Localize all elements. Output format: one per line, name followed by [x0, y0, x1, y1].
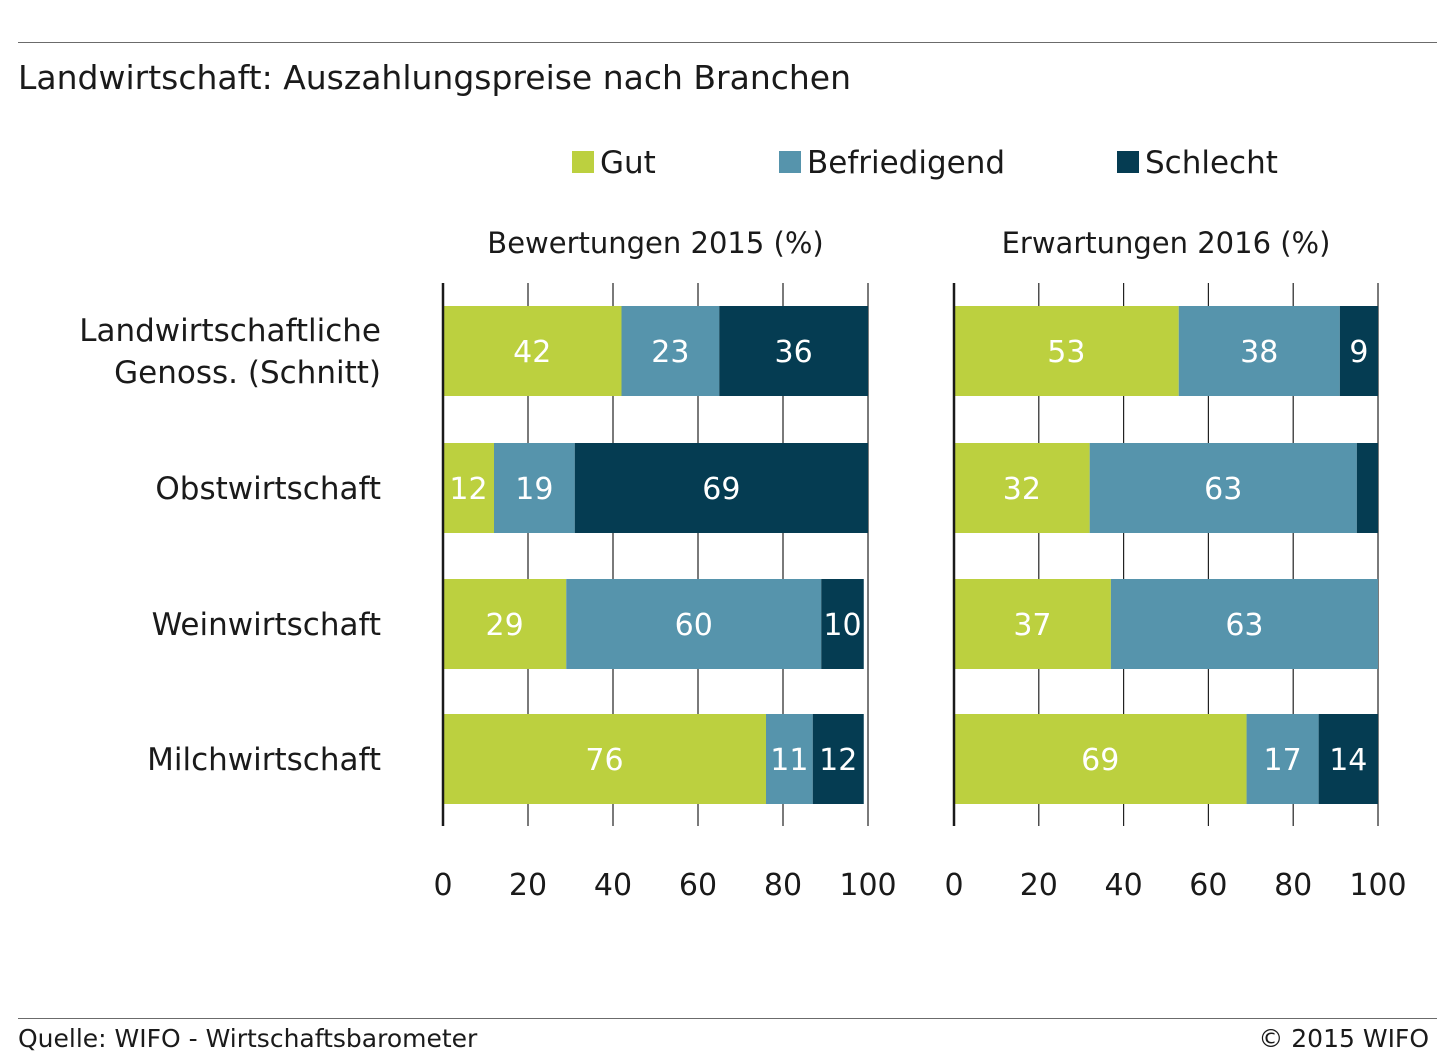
data-label: 14: [1329, 743, 1367, 778]
bar-segment-gut: [954, 714, 1247, 804]
data-label: 9: [1349, 335, 1368, 370]
bar-segment-befriedigend: [494, 443, 575, 533]
x-tick-label: 20: [1020, 868, 1058, 903]
bar-segment-gut: [443, 579, 567, 669]
legend-swatch-befriedigend: [779, 151, 801, 173]
data-label: 69: [1081, 743, 1119, 778]
x-tick-label: 0: [944, 868, 963, 903]
bar-segment-gut: [443, 306, 622, 396]
data-label: 12: [819, 743, 857, 778]
data-label: 19: [515, 472, 553, 507]
data-label: 36: [775, 335, 813, 370]
bar-segment-schlecht: [821, 579, 864, 669]
bar-segment-gut: [954, 306, 1179, 396]
category-label: Landwirtschaftliche: [79, 313, 381, 349]
panel-title: Bewertungen 2015 (%): [487, 226, 823, 260]
data-label: 12: [449, 472, 487, 507]
x-tick-label: 100: [839, 868, 896, 903]
x-tick-label: 20: [509, 868, 547, 903]
stacked-bar-chart: Gut Befriedigend Schlecht Landwirtschaftlic…: [79, 145, 1406, 903]
data-label: 29: [486, 608, 524, 643]
data-label: 23: [651, 335, 689, 370]
data-label: 63: [1225, 608, 1263, 643]
bar-segment-befriedigend: [621, 306, 720, 396]
bar-segment-schlecht: [719, 306, 868, 396]
panel-title: Erwartungen 2016 (%): [1002, 226, 1331, 260]
x-tick-label: 80: [764, 868, 802, 903]
x-tick-label: 40: [1105, 868, 1143, 903]
data-label: 37: [1013, 608, 1051, 643]
top-rule: [18, 42, 1437, 43]
bar-segment-schlecht: [1339, 306, 1378, 396]
bar-segment-gut: [443, 443, 494, 533]
x-tick-label: 60: [679, 868, 717, 903]
source-note: Quelle: WIFO - Wirtschaftsbarometer: [18, 1024, 478, 1053]
data-label: 42: [513, 335, 551, 370]
bottom-rule: [18, 1018, 1437, 1019]
bar-segment-schlecht: [574, 443, 868, 533]
category-label: Obstwirtschaft: [155, 471, 381, 507]
data-label: 11: [770, 743, 808, 778]
copyright-note: © 2015 WIFO: [1258, 1024, 1429, 1053]
chart-title: Landwirtschaft: Auszahlungspreise nach B…: [18, 58, 852, 97]
data-label: 10: [823, 608, 861, 643]
data-label: 69: [702, 472, 740, 507]
data-label: 17: [1264, 743, 1302, 778]
bar-segment-befriedigend: [566, 579, 822, 669]
bar-segment-gut: [954, 579, 1111, 669]
category-label: Weinwirtschaft: [152, 607, 381, 643]
category-label: Milchwirtschaft: [147, 742, 381, 778]
data-label: 38: [1240, 335, 1278, 370]
bar-segment-schlecht: [1356, 443, 1378, 533]
x-tick-label: 0: [433, 868, 452, 903]
legend-swatch-gut: [572, 151, 594, 173]
legend-label-befriedigend: Befriedigend: [807, 145, 1005, 181]
bar-segment-befriedigend: [1110, 579, 1378, 669]
data-label: 76: [585, 743, 623, 778]
data-label: 53: [1047, 335, 1085, 370]
legend-label-gut: Gut: [600, 145, 656, 181]
legend-label-schlecht: Schlecht: [1145, 145, 1278, 181]
category-label: Genoss. (Schnitt): [114, 355, 381, 391]
bar-segment-befriedigend: [766, 714, 813, 804]
bar-segment-gut: [954, 443, 1090, 533]
x-tick-label: 60: [1189, 868, 1227, 903]
bar-segment-befriedigend: [1178, 306, 1340, 396]
data-label: 32: [1003, 472, 1041, 507]
x-tick-label: 40: [594, 868, 632, 903]
data-label: 60: [675, 608, 713, 643]
bar-segment-befriedigend: [1089, 443, 1357, 533]
bar-segment-gut: [443, 714, 766, 804]
legend-swatch-schlecht: [1117, 151, 1139, 173]
data-label: 63: [1204, 472, 1242, 507]
bar-segment-befriedigend: [1246, 714, 1319, 804]
bar-segment-schlecht: [812, 714, 864, 804]
bar-segment-schlecht: [1318, 714, 1378, 804]
x-tick-label: 100: [1349, 868, 1406, 903]
x-tick-label: 80: [1274, 868, 1312, 903]
